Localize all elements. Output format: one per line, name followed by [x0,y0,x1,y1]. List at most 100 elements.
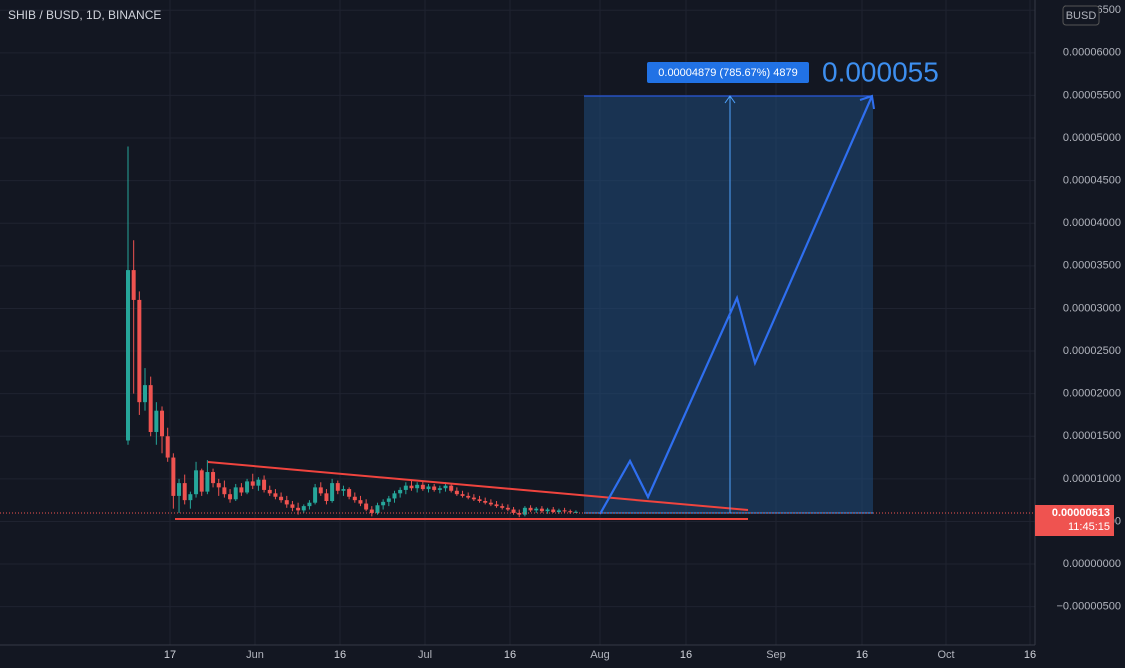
x-tick-label: 16 [504,649,516,661]
candle-body [301,506,306,511]
candle-body [551,509,556,513]
candle-body [381,501,386,506]
path-arrow [859,94,875,110]
candle-body [545,509,550,512]
candle-body [296,507,301,511]
candle-body [522,507,527,515]
candle-body [568,511,573,513]
candle-body [273,493,278,497]
candle-body [284,500,289,505]
candle-body [449,485,454,491]
candle-body [262,479,267,490]
candle-body [256,479,261,486]
candle-body [443,485,448,489]
candle-body [426,486,431,490]
candle-body [307,502,312,507]
y-tick-label: 0.00001500 [1063,430,1121,442]
projection-path [599,95,874,515]
candle-body [205,472,210,492]
candle-body [415,484,420,489]
currency-button[interactable] [1062,5,1100,26]
candle-body [352,496,357,501]
candle-body [279,496,284,501]
y-tick-label: 0.00005500 [1063,89,1121,101]
candle-body [239,487,244,493]
candle-body [409,485,414,489]
candle-body [386,498,391,502]
trendline [207,461,749,511]
y-tick-label: 0.00004000 [1063,217,1121,229]
candle-body [573,511,578,513]
x-tick-label: Jul [418,649,432,661]
candle-body [324,493,329,502]
candle-body [505,507,510,510]
candle-body [137,299,142,403]
symbol-title: SHIB / BUSD, 1D, BINANCE [8,8,161,22]
candle-body [335,483,340,491]
x-tick-label: Sep [766,649,786,661]
candle-body [500,506,505,508]
candle-body [131,270,136,300]
candle-body [148,385,153,432]
candle-body [454,490,459,495]
candle-body [347,489,352,497]
candle-body [528,507,533,511]
candle-body [460,494,465,496]
price-axis [1035,0,1125,668]
y-tick-label: 0.00004500 [1063,175,1121,187]
y-tick-label: 0.00003500 [1063,260,1121,272]
candle-body [188,494,193,501]
x-tick-label: Aug [590,649,610,661]
candle-body [432,486,437,490]
last-price: 0.00000613 [1052,507,1110,519]
candle-body [143,385,148,403]
candle-body [494,504,499,507]
candle-body [358,500,363,504]
candle-body [364,503,369,510]
candle-body [171,457,176,496]
x-tick-label: 16 [680,649,692,661]
y-tick-label: 0.00001000 [1063,473,1121,485]
candle-body [539,508,544,512]
candle-body [313,487,318,503]
candle-body [488,502,493,505]
y-tick-label: 0.00002500 [1063,345,1121,357]
candle-body [126,270,130,441]
candle-body [517,512,522,515]
target-label: 0.000055 [822,56,939,87]
candle-body [228,494,233,500]
candle-body [466,495,471,498]
arrow-head [724,95,736,104]
candle-body [477,499,482,502]
currency[interactable]: BUSD [1066,10,1097,22]
y-tick-label: 0.00002000 [1063,388,1121,400]
candle-body [233,487,238,500]
candle-body [471,497,476,500]
projection-box [584,96,873,513]
countdown: 11:45:15 [1068,521,1110,533]
x-tick-label: 17 [164,649,176,661]
candle-body [290,504,295,508]
candle-body [194,470,199,495]
candle-body [534,508,539,511]
measure-badge [647,62,809,83]
y-tick-label: 0.00005000 [1063,132,1121,144]
x-tick-label: Jun [246,649,264,661]
candle-body [154,410,159,432]
candle-body [222,487,227,495]
y-tick-label: 0.00003000 [1063,302,1121,314]
candle-body [511,509,516,513]
candle-body [318,487,323,494]
candle-body [165,436,170,458]
candle-body [483,501,488,503]
x-tick-label: 16 [1024,649,1036,661]
candle-body [398,489,403,494]
candle-body [160,410,165,437]
candle-body [267,489,272,494]
measure-label: 0.00004879 (785.67%) 4879 [658,67,797,79]
candle-body [330,483,335,502]
candle-body [250,481,255,486]
x-tick-label: Oct [937,649,954,661]
